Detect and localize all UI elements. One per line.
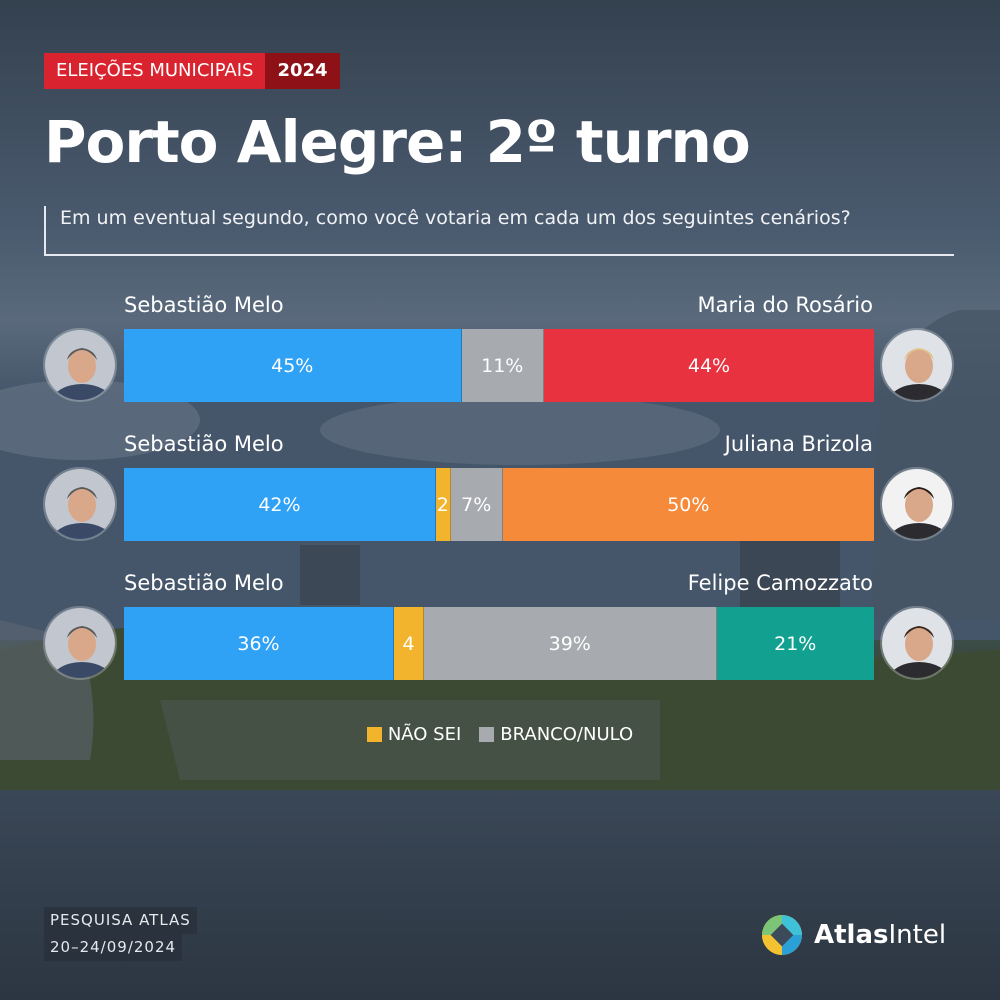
- candidate-left-avatar: [43, 606, 117, 680]
- candidate-right-avatar: [880, 328, 954, 402]
- candidate-left-name: Sebastião Melo: [124, 432, 284, 456]
- candidate-right-name: Juliana Brizola: [724, 432, 873, 456]
- candidate-left-avatar: [43, 328, 117, 402]
- candidate-left-name: Sebastião Melo: [124, 293, 284, 317]
- scenario-row: Sebastião Melo Juliana Brizola 42% 2 7% 50%: [0, 432, 1000, 572]
- scenario-row: Sebastião Melo Felipe Camozzato 36% 4 39% 21%: [0, 571, 1000, 711]
- scenario-row: Sebastião Melo Maria do Rosário 45% 11% 44%: [0, 293, 1000, 433]
- bar-segment-sebastiao-melo: 36%: [124, 607, 394, 680]
- footer-dates: 20–24/09/2024: [44, 934, 183, 961]
- legend-label-branco-nulo: BRANCO/NULO: [500, 724, 634, 745]
- bar-segment-nao-sei: 2: [435, 468, 451, 541]
- brand-name: AtlasIntel: [814, 920, 946, 950]
- bar-segment-juliana-brizola: 50%: [502, 468, 874, 541]
- bar-segment-sebastiao-melo: 45%: [124, 329, 462, 402]
- brand-name-light: Intel: [888, 920, 947, 950]
- brand-logo: AtlasIntel: [760, 913, 946, 957]
- survey-question: Em um eventual segundo, como você votari…: [44, 206, 954, 256]
- stacked-bar: 42% 2 7% 50%: [124, 468, 874, 541]
- tag-year: 2024: [265, 53, 340, 89]
- bar-segment-branco-nulo: 39%: [424, 607, 717, 680]
- footer-source: PESQUISA ATLAS 20–24/09/2024: [44, 907, 197, 961]
- candidate-right-name: Felipe Camozzato: [687, 571, 873, 595]
- bar-segment-maria-do-rosario: 44%: [544, 329, 874, 402]
- tag-label: ELEIÇÕES MUNICIPAIS: [44, 53, 266, 89]
- election-tag: ELEIÇÕES MUNICIPAIS 2024: [44, 53, 340, 89]
- candidate-right-avatar: [880, 606, 954, 680]
- page-title: Porto Alegre: 2º turno: [44, 108, 751, 176]
- candidate-left-name: Sebastião Melo: [124, 571, 284, 595]
- legend-item-branco-nulo: BRANCO/NULO: [479, 724, 633, 745]
- candidate-right-avatar: [880, 467, 954, 541]
- bar-segment-nao-sei: 4: [394, 607, 424, 680]
- bar-segment-branco-nulo: 11%: [461, 329, 544, 402]
- stacked-bar: 36% 4 39% 21%: [124, 607, 874, 680]
- legend-item-nao-sei: NÃO SEI: [366, 724, 462, 745]
- bar-segment-sebastiao-melo: 42%: [124, 468, 436, 541]
- stacked-bar: 45% 11% 44%: [124, 329, 874, 402]
- legend-swatch-nao-sei: [366, 727, 382, 742]
- legend: NÃO SEI BRANCO/NULO: [0, 724, 1000, 745]
- legend-swatch-branco-nulo: [479, 727, 495, 742]
- bar-segment-felipe-camozzato: 21%: [716, 607, 874, 680]
- bar-segment-branco-nulo: 7%: [450, 468, 503, 541]
- footer-source-label: PESQUISA ATLAS: [44, 907, 197, 934]
- candidate-right-name: Maria do Rosário: [697, 293, 873, 317]
- candidate-left-avatar: [43, 467, 117, 541]
- legend-label-nao-sei: NÃO SEI: [387, 724, 462, 745]
- brand-name-bold: Atlas: [814, 920, 889, 950]
- atlasintel-logo-icon: [762, 915, 802, 955]
